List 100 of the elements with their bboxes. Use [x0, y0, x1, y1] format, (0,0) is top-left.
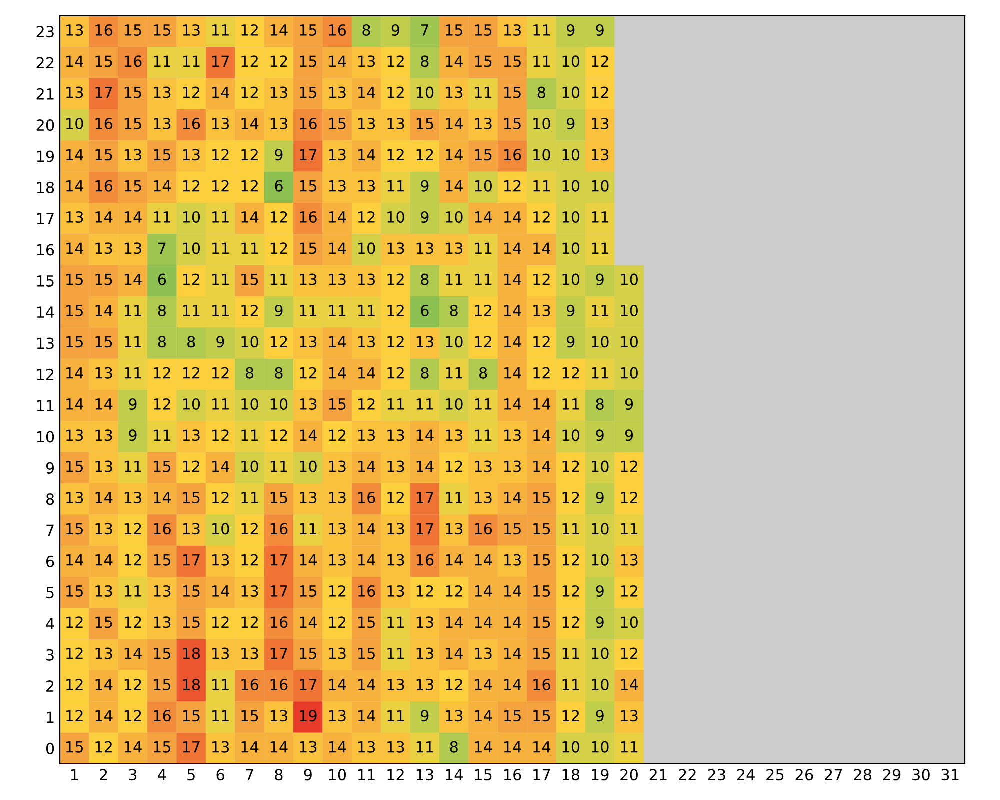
- data-label: 12: [416, 149, 434, 160]
- data-label: 12: [270, 242, 288, 254]
- data-label: 10: [562, 180, 580, 192]
- data-label: 13: [446, 86, 463, 98]
- data-label: 14: [475, 212, 492, 223]
- data-label: 15: [154, 149, 171, 161]
- data-label: 14: [154, 492, 172, 504]
- data-label: 10: [183, 242, 200, 254]
- x-tick-label: 17: [534, 769, 550, 780]
- data-label: 9: [596, 274, 604, 286]
- data-label: 14: [504, 398, 522, 410]
- data-label: 12: [124, 710, 142, 722]
- data-label: 16: [154, 710, 171, 722]
- data-label: 15: [96, 616, 112, 628]
- data-label: 9: [566, 336, 575, 348]
- data-label: 13: [358, 336, 376, 348]
- data-label: 16: [475, 523, 492, 535]
- data-label: 12: [66, 648, 83, 660]
- data-label: 11: [154, 212, 170, 223]
- data-label: 12: [621, 492, 638, 504]
- data-label: 16: [154, 523, 171, 535]
- data-label: 8: [421, 56, 429, 68]
- data-label: 11: [592, 212, 608, 223]
- data-label: 10: [592, 741, 609, 753]
- y-tick-label: 1: [47, 712, 54, 724]
- data-label: 14: [358, 554, 376, 566]
- data-label: 12: [329, 430, 346, 441]
- data-label: 12: [388, 367, 404, 379]
- data-label: 13: [96, 460, 112, 472]
- data-label: 9: [625, 398, 634, 410]
- data-label: 13: [329, 492, 346, 504]
- data-label: 13: [66, 211, 84, 224]
- data-label: 12: [242, 86, 258, 98]
- data-label: 14: [329, 336, 346, 348]
- data-label: 12: [212, 149, 229, 160]
- data-label: 10: [621, 336, 638, 348]
- data-label: 11: [475, 86, 492, 98]
- data-label: 14: [300, 430, 318, 441]
- data-label: 11: [475, 430, 492, 441]
- data-label: 10: [562, 86, 580, 98]
- data-label: 11: [242, 492, 258, 504]
- data-label: 16: [534, 678, 550, 691]
- data-label: 14: [475, 554, 492, 566]
- data-label: 15: [475, 24, 492, 36]
- data-label: 17: [183, 554, 200, 566]
- data-label: 12: [212, 180, 229, 192]
- data-label: 14: [212, 460, 230, 472]
- data-label: 12: [124, 554, 142, 566]
- data-label: 15: [475, 149, 492, 161]
- data-label: 16: [270, 616, 288, 628]
- y-tick-label: 13: [37, 338, 54, 350]
- data-label: 13: [388, 430, 404, 442]
- x-tick-label: 14: [446, 769, 463, 780]
- data-label: 11: [212, 242, 229, 254]
- data-label: 14: [96, 212, 113, 223]
- data-label: 13: [124, 149, 142, 161]
- data-label: 14: [358, 523, 376, 534]
- data-label: 13: [592, 118, 609, 130]
- data-label: 15: [124, 86, 142, 98]
- data-label: 10: [183, 211, 200, 224]
- x-tick-label: 10: [329, 769, 346, 781]
- data-label: 14: [358, 460, 376, 472]
- data-label: 15: [66, 460, 83, 472]
- data-label: 11: [183, 305, 200, 316]
- data-label: 10: [562, 149, 580, 161]
- data-label: 12: [242, 616, 258, 628]
- data-label: 10: [475, 180, 492, 192]
- data-label: 14: [329, 679, 346, 690]
- data-label: 10: [446, 211, 463, 224]
- data-label: 9: [596, 430, 604, 442]
- data-label: 14: [329, 741, 346, 753]
- data-label: 10: [66, 118, 84, 130]
- data-label: 12: [212, 367, 229, 379]
- data-label: 15: [124, 180, 142, 192]
- data-label: 13: [212, 554, 230, 566]
- data-label: 12: [388, 304, 404, 316]
- data-label: 9: [596, 492, 604, 504]
- data-label: 13: [242, 648, 258, 660]
- data-label: 15: [329, 398, 346, 410]
- x-tick-label: 15: [475, 769, 492, 781]
- data-label: 14: [96, 492, 113, 504]
- data-label: 14: [446, 56, 463, 67]
- data-label: 14: [96, 710, 113, 722]
- y-tick-label: 22: [36, 57, 54, 69]
- data-label: 12: [358, 398, 375, 410]
- data-label: 15: [300, 242, 317, 254]
- data-label: 12: [242, 149, 258, 160]
- data-label: 11: [388, 710, 404, 722]
- data-label: 9: [421, 211, 429, 224]
- data-label: 14: [504, 586, 522, 597]
- y-tick-label: 9: [46, 462, 54, 474]
- data-label: 11: [212, 24, 229, 36]
- data-label: 12: [270, 430, 288, 441]
- data-label: 15: [358, 616, 375, 628]
- data-label: 12: [475, 336, 492, 348]
- data-label: 13: [154, 86, 171, 98]
- x-tick-label: 9: [304, 769, 312, 781]
- data-label: 17: [416, 492, 434, 504]
- data-label: 12: [504, 180, 521, 192]
- data-label: 11: [358, 305, 375, 316]
